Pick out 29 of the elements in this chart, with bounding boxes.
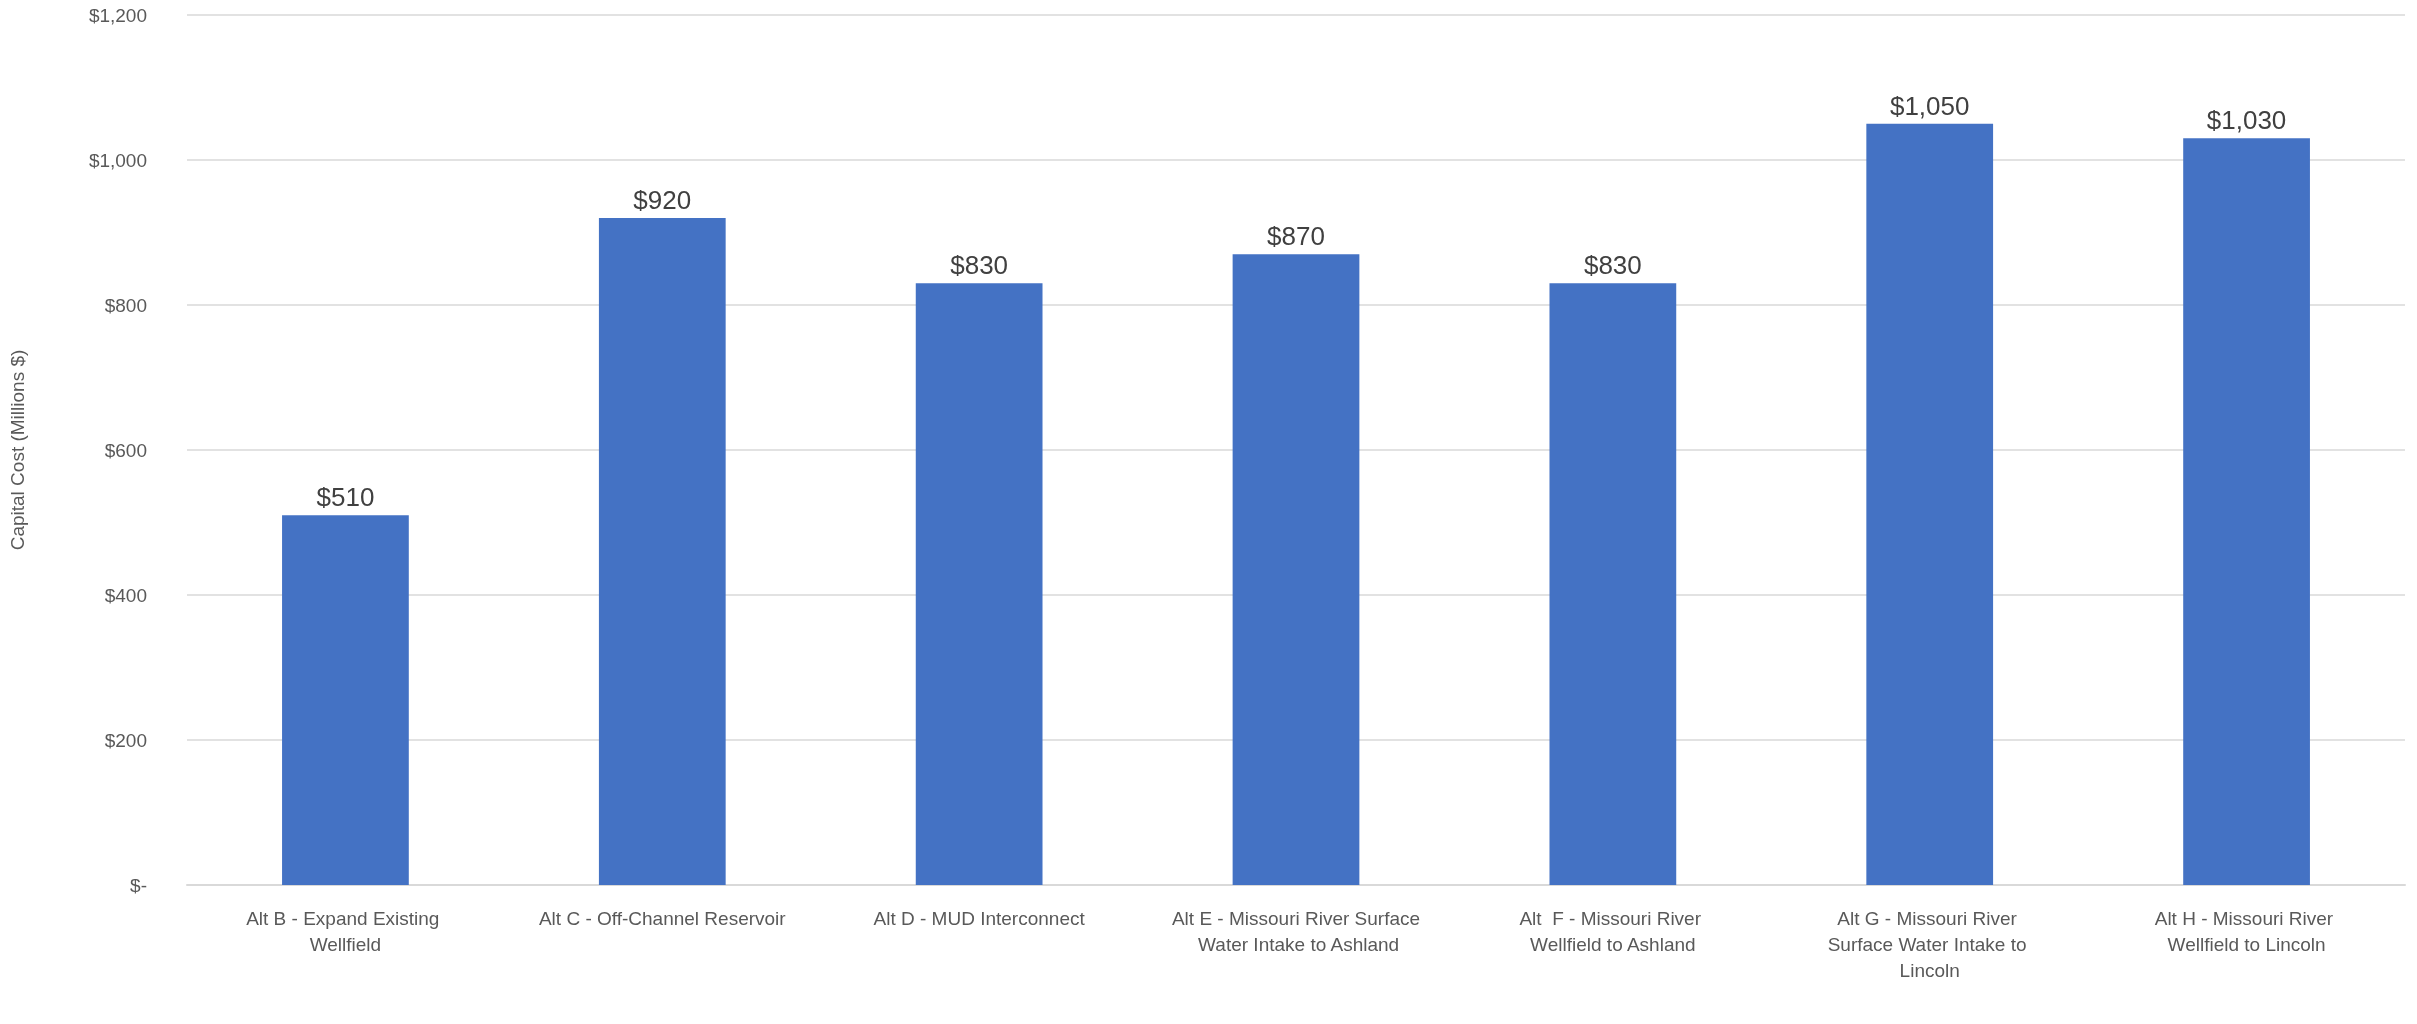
y-tick-label: $1,200 <box>88 4 147 26</box>
data-label: $830 <box>1583 250 1642 281</box>
data-label: $1,030 <box>2206 105 2287 136</box>
x-tick-label: Alt B - Expand Existing Wellfield <box>246 907 445 955</box>
x-tick-label: Alt D - MUD Interconnect <box>873 907 1086 929</box>
bar <box>2183 138 2310 885</box>
bar <box>1866 123 1994 885</box>
bar <box>1549 283 1677 885</box>
y-axis-title: Capital Cost (Millions $) <box>7 349 28 551</box>
bar <box>598 218 726 885</box>
y-tick-label: $200 <box>104 729 147 751</box>
data-label: $870 <box>1267 221 1325 252</box>
bar <box>915 283 1043 885</box>
data-label: $920 <box>633 185 692 215</box>
x-tick-label: Alt C - Off-Channel Reservoir <box>538 907 787 929</box>
bar <box>282 515 409 885</box>
x-tick-label: Alt F - Missouri River Wellfield to Ashland <box>1519 907 1707 955</box>
y-tick-label: $- <box>130 874 147 896</box>
data-label: $830 <box>950 250 1009 281</box>
y-tick-label: $600 <box>104 439 147 461</box>
y-tick-label: $400 <box>104 584 147 606</box>
y-tick-label: $800 <box>104 294 147 316</box>
bar <box>1232 254 1360 885</box>
data-label: $1,050 <box>1889 90 1970 121</box>
data-label: $510 <box>316 482 375 513</box>
y-tick-label: $1,000 <box>88 149 147 171</box>
x-tick-label: Alt G - Missouri River Surface Water Intake to Lincoln <box>1827 907 2032 981</box>
x-tick-label: Alt H - Missouri River Wellfield to Lincoln <box>2154 907 2339 955</box>
x-tick-label: Alt E - Missouri River Surface Water Intake to Ashland <box>1171 907 1421 955</box>
